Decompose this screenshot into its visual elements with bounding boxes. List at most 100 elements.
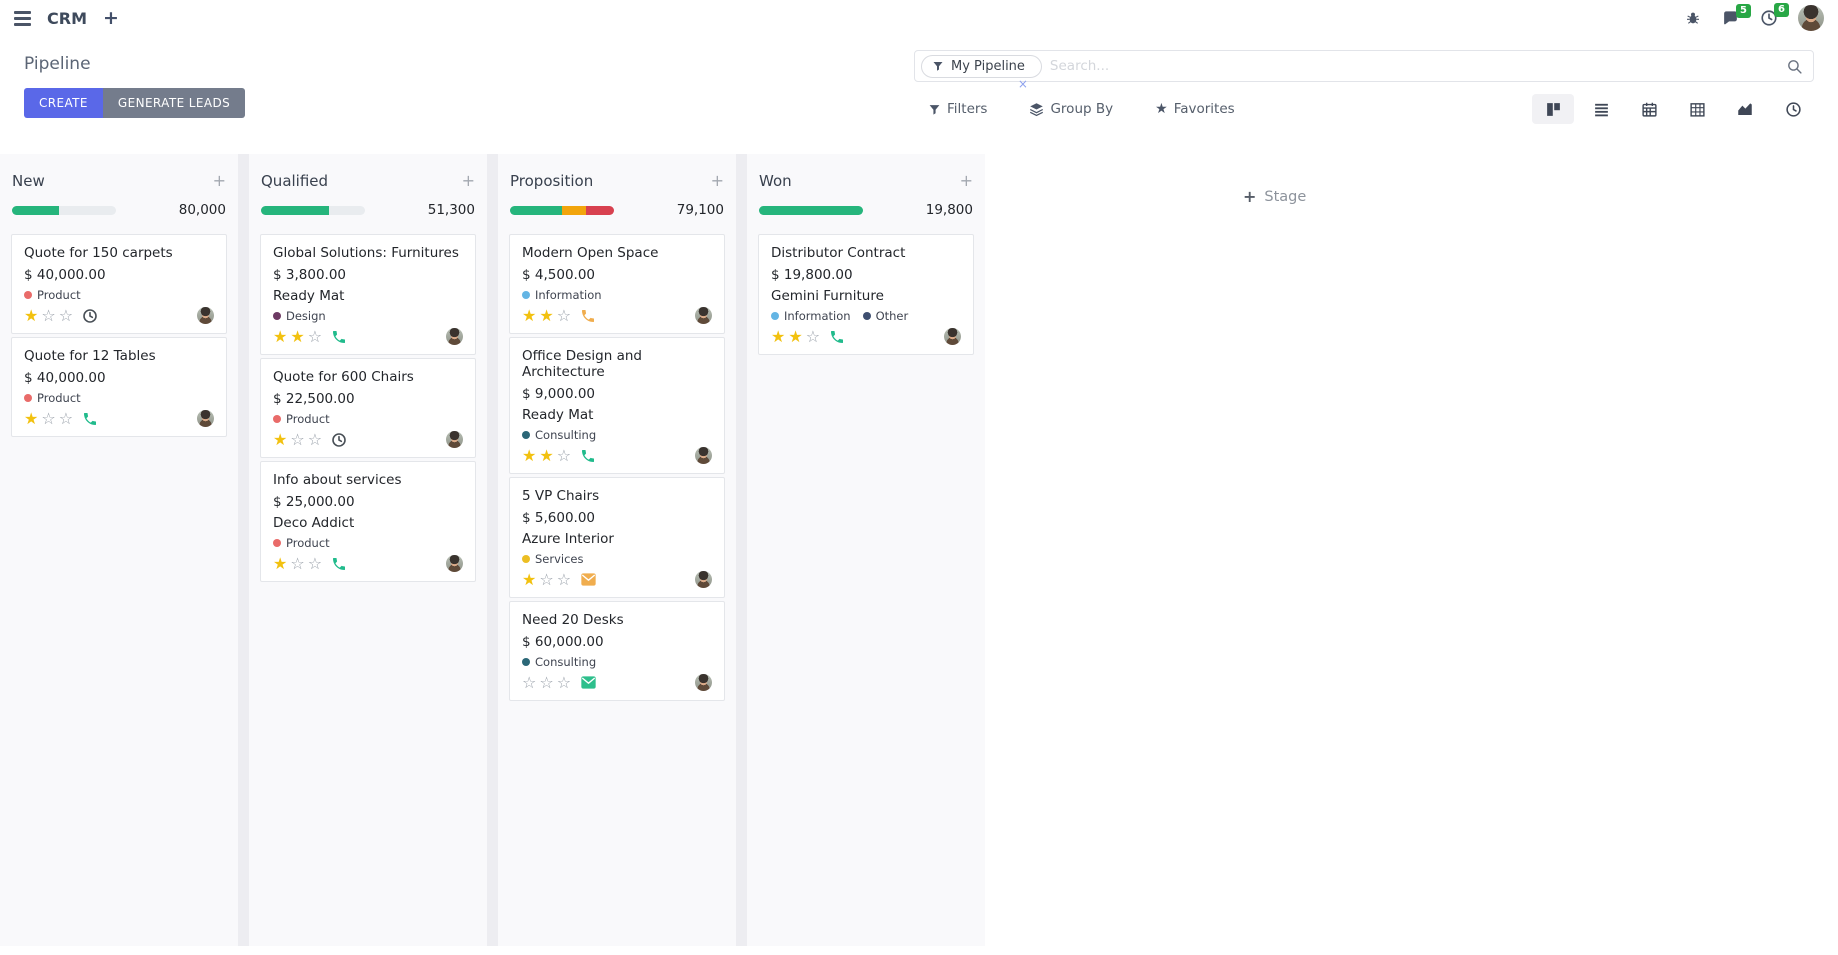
card-tag[interactable]: Consulting bbox=[522, 655, 596, 669]
priority-star[interactable]: ☆ bbox=[41, 408, 56, 428]
bug-icon[interactable] bbox=[1685, 10, 1701, 26]
priority-star[interactable]: ☆ bbox=[556, 569, 572, 589]
view-pivot-button[interactable] bbox=[1676, 94, 1718, 124]
salesperson-avatar[interactable] bbox=[695, 571, 712, 588]
salesperson-avatar[interactable] bbox=[446, 431, 463, 448]
salesperson-avatar[interactable] bbox=[446, 328, 463, 345]
view-kanban-button[interactable] bbox=[1532, 94, 1574, 124]
card-tag[interactable]: Services bbox=[522, 552, 584, 566]
salesperson-avatar[interactable] bbox=[197, 307, 214, 324]
view-activity-button[interactable] bbox=[1772, 94, 1814, 124]
priority-star[interactable]: ☆ bbox=[58, 305, 74, 325]
priority-star[interactable]: ☆ bbox=[290, 429, 305, 449]
priority-star[interactable]: ☆ bbox=[539, 672, 554, 692]
card-tag[interactable]: Product bbox=[24, 288, 81, 302]
salesperson-avatar[interactable] bbox=[695, 447, 712, 464]
salesperson-avatar[interactable] bbox=[695, 307, 712, 324]
priority-star[interactable]: ☆ bbox=[539, 569, 554, 589]
card-tag[interactable]: Product bbox=[24, 391, 81, 405]
priority-star[interactable]: ☆ bbox=[522, 672, 537, 692]
phone-activity-icon[interactable] bbox=[829, 329, 845, 345]
column-progressbar[interactable] bbox=[261, 205, 365, 215]
phone-activity-icon[interactable] bbox=[580, 308, 596, 324]
column-progressbar[interactable] bbox=[12, 205, 116, 215]
priority-star[interactable]: ☆ bbox=[58, 408, 74, 428]
salesperson-avatar[interactable] bbox=[446, 555, 463, 572]
filters-button[interactable]: Filters bbox=[928, 101, 987, 117]
quick-create-icon[interactable]: + bbox=[959, 171, 973, 190]
card-tag[interactable]: Consulting bbox=[522, 428, 596, 442]
salesperson-avatar[interactable] bbox=[695, 674, 712, 691]
priority-star[interactable]: ☆ bbox=[307, 326, 323, 346]
priority-star[interactable]: ☆ bbox=[290, 553, 305, 573]
priority-star[interactable]: ☆ bbox=[41, 305, 56, 325]
view-calendar-button[interactable] bbox=[1628, 94, 1670, 124]
group-by-button[interactable]: Group By bbox=[1029, 101, 1113, 117]
create-button[interactable]: CREATE bbox=[24, 88, 103, 118]
add-stage-button[interactable]: + Stage bbox=[1243, 189, 1306, 206]
kanban-card[interactable]: Info about services $ 25,000.00 Deco Addic… bbox=[260, 461, 476, 582]
phone-activity-icon[interactable] bbox=[580, 448, 596, 464]
priority-star[interactable]: ☆ bbox=[556, 305, 572, 325]
apps-menu-icon[interactable] bbox=[14, 10, 31, 26]
clock-activity-icon[interactable] bbox=[82, 308, 98, 324]
priority-star[interactable]: ☆ bbox=[307, 553, 323, 573]
column-progressbar[interactable] bbox=[510, 205, 614, 215]
priority-star[interactable]: ★ bbox=[522, 305, 537, 325]
messages-icon[interactable]: 5 bbox=[1721, 3, 1751, 27]
mail-activity-icon[interactable] bbox=[580, 572, 597, 587]
card-tag[interactable]: Information bbox=[522, 288, 602, 302]
column-progressbar[interactable] bbox=[759, 205, 863, 215]
facet-remove-icon[interactable]: × bbox=[1017, 76, 1028, 91]
kanban-card[interactable]: Global Solutions: Furnitures $ 3,800.00 Re… bbox=[260, 234, 476, 355]
priority-star[interactable]: ★ bbox=[24, 305, 39, 325]
kanban-card[interactable]: Modern Open Space $ 4,500.00 Information ★ ★… bbox=[509, 234, 725, 334]
search-bar[interactable]: My Pipeline × bbox=[914, 50, 1814, 90]
clock-activity-icon[interactable] bbox=[331, 432, 347, 448]
search-facet[interactable]: My Pipeline bbox=[921, 54, 1042, 78]
priority-star[interactable]: ☆ bbox=[307, 429, 323, 449]
phone-activity-icon[interactable] bbox=[331, 329, 347, 345]
kanban-card[interactable]: Quote for 12 Tables $ 40,000.00 Product ★ ☆ ☆ bbox=[11, 337, 227, 437]
card-tag[interactable]: Product bbox=[273, 412, 330, 426]
kanban-card[interactable]: Distributor Contract $ 19,800.00 Gemini Fu… bbox=[758, 234, 974, 355]
priority-star[interactable]: ★ bbox=[539, 305, 554, 325]
card-tag[interactable]: Other bbox=[862, 309, 908, 323]
column-title[interactable]: Qualified bbox=[261, 172, 329, 190]
phone-activity-icon[interactable] bbox=[82, 411, 98, 427]
priority-star[interactable]: ☆ bbox=[805, 326, 821, 346]
card-tag[interactable]: Information bbox=[771, 309, 851, 323]
card-tag[interactable]: Product bbox=[273, 536, 330, 550]
view-graph-button[interactable] bbox=[1724, 94, 1766, 124]
card-tag[interactable]: Design bbox=[273, 309, 326, 323]
priority-star[interactable]: ★ bbox=[273, 553, 288, 573]
priority-star[interactable]: ★ bbox=[522, 445, 537, 465]
phone-activity-icon[interactable] bbox=[331, 556, 347, 572]
add-menu-icon[interactable]: + bbox=[102, 6, 119, 29]
favorites-button[interactable]: ★ Favorites bbox=[1155, 101, 1235, 117]
column-title[interactable]: Proposition bbox=[510, 172, 594, 190]
priority-star[interactable]: ☆ bbox=[556, 445, 572, 465]
priority-star[interactable]: ★ bbox=[290, 326, 305, 346]
quick-create-icon[interactable]: + bbox=[212, 171, 226, 190]
activities-clock-icon[interactable]: 6 bbox=[1760, 3, 1789, 27]
priority-star[interactable]: ★ bbox=[24, 408, 39, 428]
priority-star[interactable]: ☆ bbox=[556, 672, 572, 692]
kanban-card[interactable]: Quote for 600 Chairs $ 22,500.00 Product ★ ☆… bbox=[260, 358, 476, 458]
search-icon[interactable] bbox=[1786, 58, 1803, 75]
view-list-button[interactable] bbox=[1580, 94, 1622, 124]
salesperson-avatar[interactable] bbox=[197, 410, 214, 427]
priority-star[interactable]: ★ bbox=[539, 445, 554, 465]
kanban-card[interactable]: Need 20 Desks $ 60,000.00 Consulting ☆ ☆ ☆ bbox=[509, 601, 725, 701]
kanban-card[interactable]: 5 VP Chairs $ 5,600.00 Azure Interior Servi… bbox=[509, 477, 725, 598]
quick-create-icon[interactable]: + bbox=[461, 171, 475, 190]
salesperson-avatar[interactable] bbox=[944, 328, 961, 345]
app-name[interactable]: CRM bbox=[47, 8, 87, 28]
priority-star[interactable]: ★ bbox=[273, 429, 288, 449]
search-input[interactable] bbox=[1041, 58, 1786, 74]
priority-star[interactable]: ★ bbox=[522, 569, 537, 589]
generate-leads-button[interactable]: GENERATE LEADS bbox=[102, 88, 246, 118]
kanban-card[interactable]: Office Design and Architecture $ 9,000.00… bbox=[509, 337, 725, 474]
column-title[interactable]: New bbox=[12, 172, 45, 190]
mail-activity-icon[interactable] bbox=[580, 675, 597, 690]
